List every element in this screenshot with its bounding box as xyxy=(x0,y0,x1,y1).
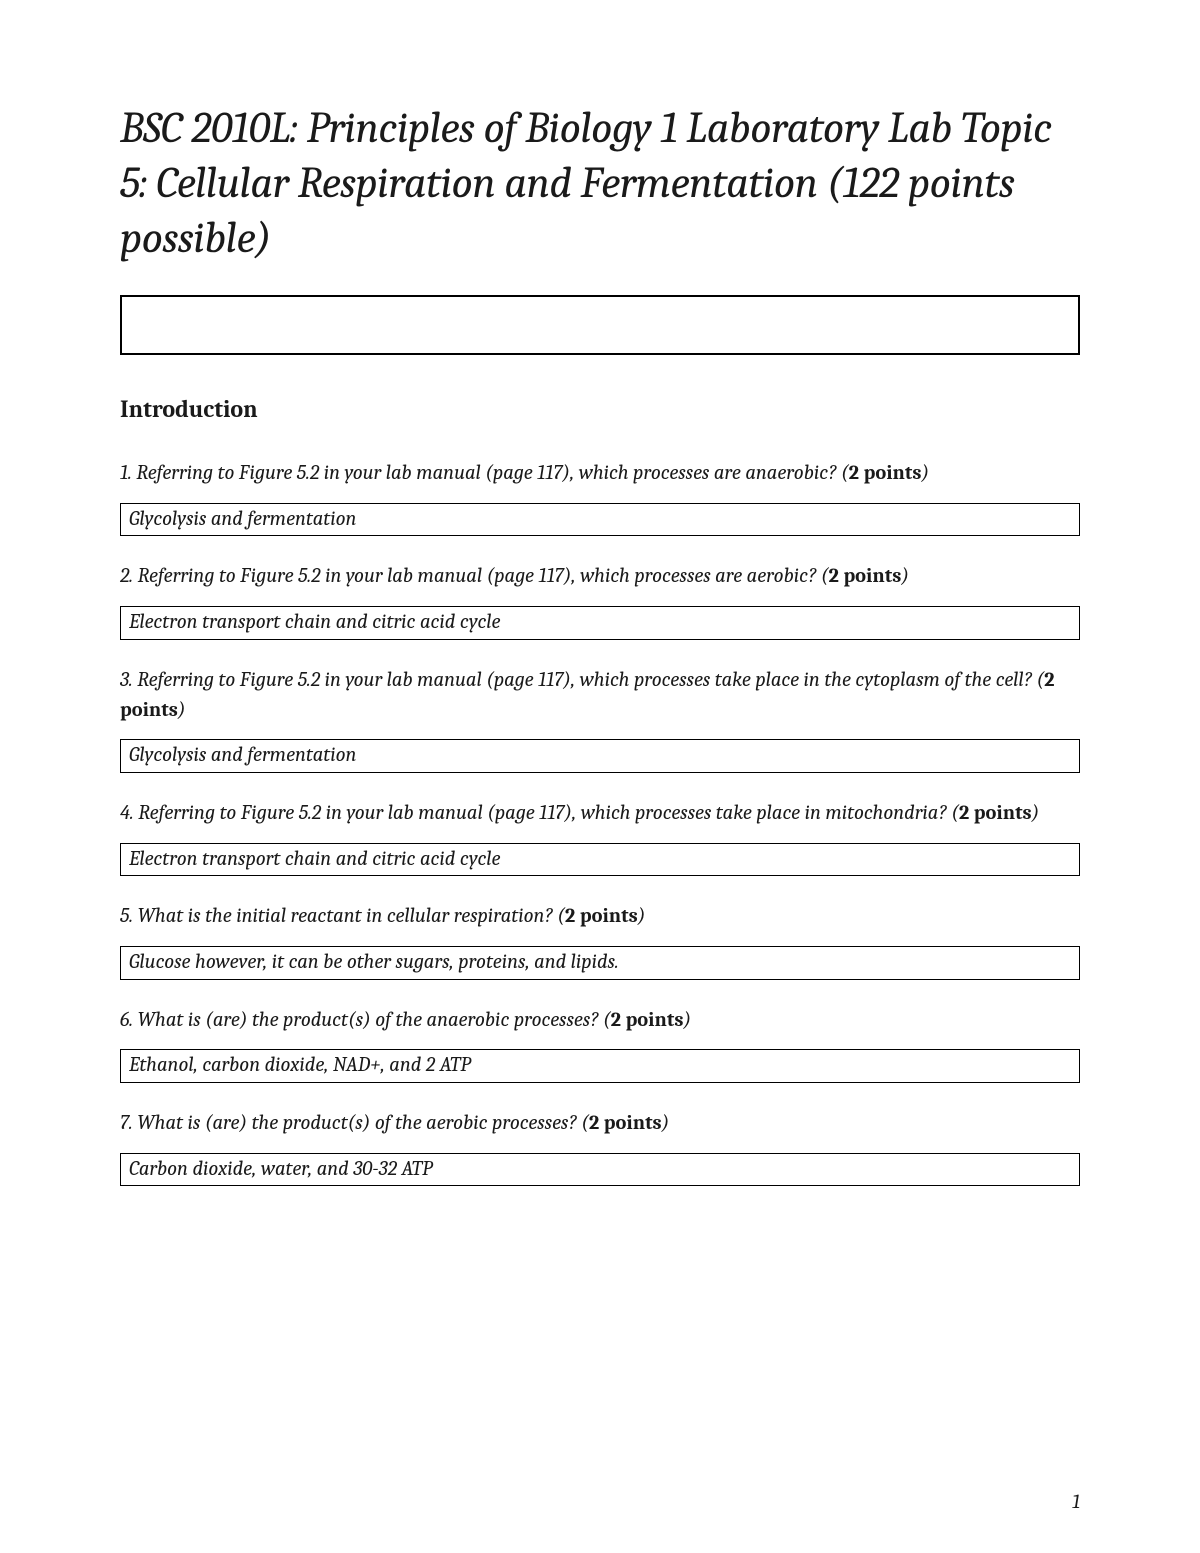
question-block: 3. Referring to Figure 5.2 in your lab m… xyxy=(120,666,1080,773)
points-label: points xyxy=(864,462,922,485)
question-number: 3. xyxy=(120,669,133,692)
question-block: 1. Referring to Figure 5.2 in your lab m… xyxy=(120,459,1080,536)
answer-box: Ethanol, carbon dioxide, NAD+, and 2 ATP xyxy=(120,1049,1080,1083)
answer-box: Glycolysis and fermentation xyxy=(120,739,1080,773)
points-label: points xyxy=(120,699,178,722)
points-close: ) xyxy=(683,1009,691,1032)
question-block: 4. Referring to Figure 5.2 in your lab m… xyxy=(120,799,1080,876)
question-number: 5. xyxy=(120,905,133,928)
question-body: What is (are) the product(s) of the aero… xyxy=(137,1112,589,1135)
question-body: Referring to Figure 5.2 in your lab manu… xyxy=(138,802,959,825)
question-text: 3. Referring to Figure 5.2 in your lab m… xyxy=(120,666,1080,725)
question-body: Referring to Figure 5.2 in your lab manu… xyxy=(136,462,848,485)
question-text: 6. What is (are) the product(s) of the a… xyxy=(120,1006,1080,1036)
points-value: 2 xyxy=(1044,669,1054,692)
question-number: 2. xyxy=(120,565,133,588)
points-label: points xyxy=(974,802,1032,825)
points-value: 2 xyxy=(565,905,575,928)
answer-box: Electron transport chain and citric acid… xyxy=(120,843,1080,877)
points-value: 2 xyxy=(589,1112,599,1135)
answer-box: Glucose however, it can be other sugars,… xyxy=(120,946,1080,980)
section-heading: Introduction xyxy=(120,395,1080,423)
points-value: 2 xyxy=(959,802,969,825)
question-body: Referring to Figure 5.2 in your lab manu… xyxy=(138,565,829,588)
question-text: 2. Referring to Figure 5.2 in your lab m… xyxy=(120,562,1080,592)
question-body: What is (are) the product(s) of the anae… xyxy=(138,1009,611,1032)
question-number: 4. xyxy=(120,802,134,825)
question-number: 6. xyxy=(120,1009,133,1032)
points-close: ) xyxy=(1032,802,1040,825)
points-label: points xyxy=(604,1112,662,1135)
answer-box: Carbon dioxide, water, and 30-32 ATP xyxy=(120,1153,1080,1187)
question-block: 7. What is (are) the product(s) of the a… xyxy=(120,1109,1080,1186)
points-label: points xyxy=(580,905,638,928)
page-number: 1 xyxy=(1072,1490,1080,1513)
answer-box: Glycolysis and fermentation xyxy=(120,503,1080,537)
points-label: points xyxy=(843,565,901,588)
question-text: 4. Referring to Figure 5.2 in your lab m… xyxy=(120,799,1080,829)
question-block: 2. Referring to Figure 5.2 in your lab m… xyxy=(120,562,1080,639)
question-block: 6. What is (are) the product(s) of the a… xyxy=(120,1006,1080,1083)
question-block: 5. What is the initial reactant in cellu… xyxy=(120,902,1080,979)
points-close: ) xyxy=(901,565,909,588)
question-text: 7. What is (are) the product(s) of the a… xyxy=(120,1109,1080,1139)
question-body: What is the initial reactant in cellular… xyxy=(138,905,565,928)
points-label: points xyxy=(626,1009,684,1032)
points-value: 2 xyxy=(611,1009,621,1032)
document-title: BSC 2010L: Principles of Biology 1 Labor… xyxy=(120,100,1080,265)
question-number: 7. xyxy=(120,1112,133,1135)
name-box xyxy=(120,295,1080,355)
question-number: 1. xyxy=(120,462,132,485)
points-value: 2 xyxy=(849,462,859,485)
points-close: ) xyxy=(921,462,929,485)
answer-box: Electron transport chain and citric acid… xyxy=(120,606,1080,640)
points-close: ) xyxy=(638,905,646,928)
points-close: ) xyxy=(662,1112,670,1135)
question-body: Referring to Figure 5.2 in your lab manu… xyxy=(137,669,1044,692)
points-close: ) xyxy=(178,699,186,722)
points-value: 2 xyxy=(829,565,839,588)
question-text: 1. Referring to Figure 5.2 in your lab m… xyxy=(120,459,1080,489)
question-text: 5. What is the initial reactant in cellu… xyxy=(120,902,1080,932)
